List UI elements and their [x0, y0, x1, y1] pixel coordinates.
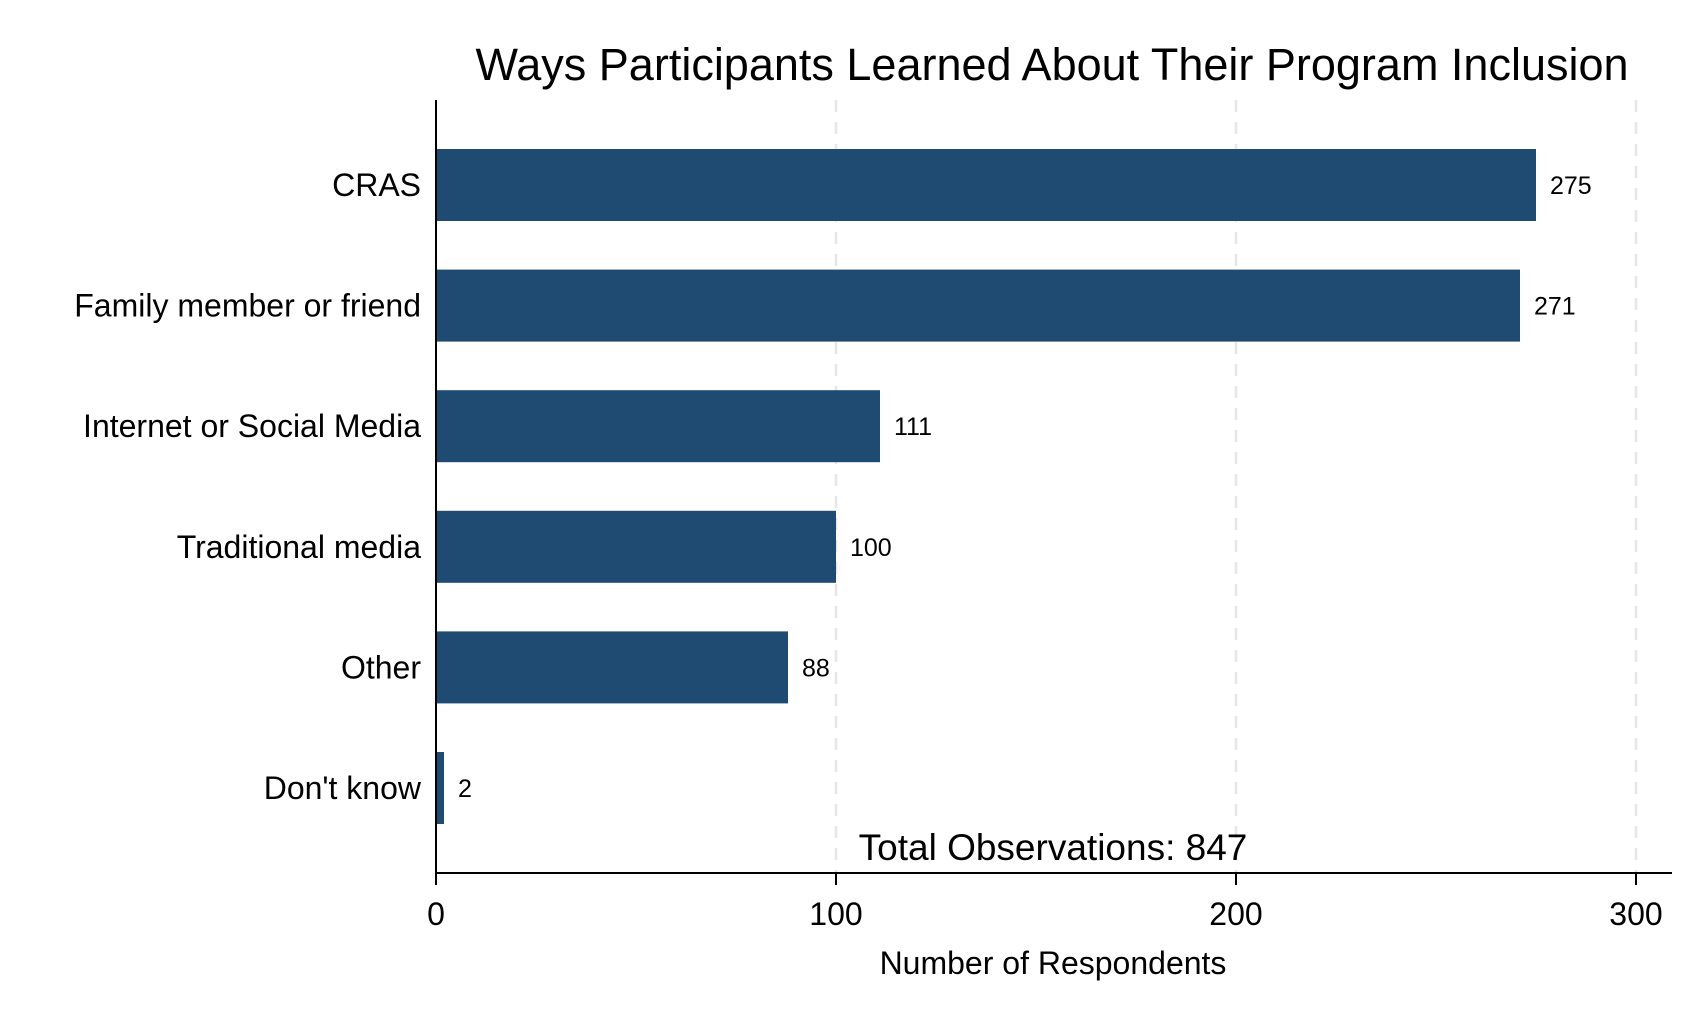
category-label: CRAS	[332, 167, 421, 203]
value-label: 2	[458, 775, 472, 803]
value-label: 275	[1550, 172, 1592, 200]
value-label: 88	[802, 654, 830, 682]
value-labels: 275 271 111 100 88 2	[458, 172, 1592, 803]
value-label: 111	[894, 413, 932, 441]
category-label: Traditional media	[177, 529, 421, 565]
x-tick-label: 200	[1209, 896, 1262, 932]
bar	[436, 149, 1536, 221]
category-label: Don't know	[264, 770, 422, 806]
chart-title: Ways Participants Learned About Their Pr…	[475, 39, 1628, 90]
x-tick-label: 300	[1609, 896, 1662, 932]
x-tick-label: 100	[809, 896, 862, 932]
x-axis-label: Number of Respondents	[880, 945, 1227, 981]
gridlines	[834, 100, 1638, 873]
bar	[436, 269, 1520, 342]
category-label: Family member or friend	[74, 288, 421, 324]
value-label: 100	[850, 534, 892, 562]
category-label: Internet or Social Media	[83, 408, 421, 444]
bars	[436, 149, 1536, 824]
value-label: 271	[1534, 293, 1576, 321]
bar	[436, 390, 880, 463]
bar	[436, 631, 788, 704]
x-tick-label: 0	[427, 896, 445, 932]
bar	[436, 752, 444, 824]
category-labels: CRAS Family member or friend Internet or S…	[74, 167, 422, 806]
category-label: Other	[341, 649, 421, 685]
x-ticks: 0 100 200 300	[427, 873, 1663, 932]
total-observations-annotation: Total Observations: 847	[859, 827, 1248, 868]
axes	[435, 100, 1672, 874]
bar	[436, 510, 836, 583]
